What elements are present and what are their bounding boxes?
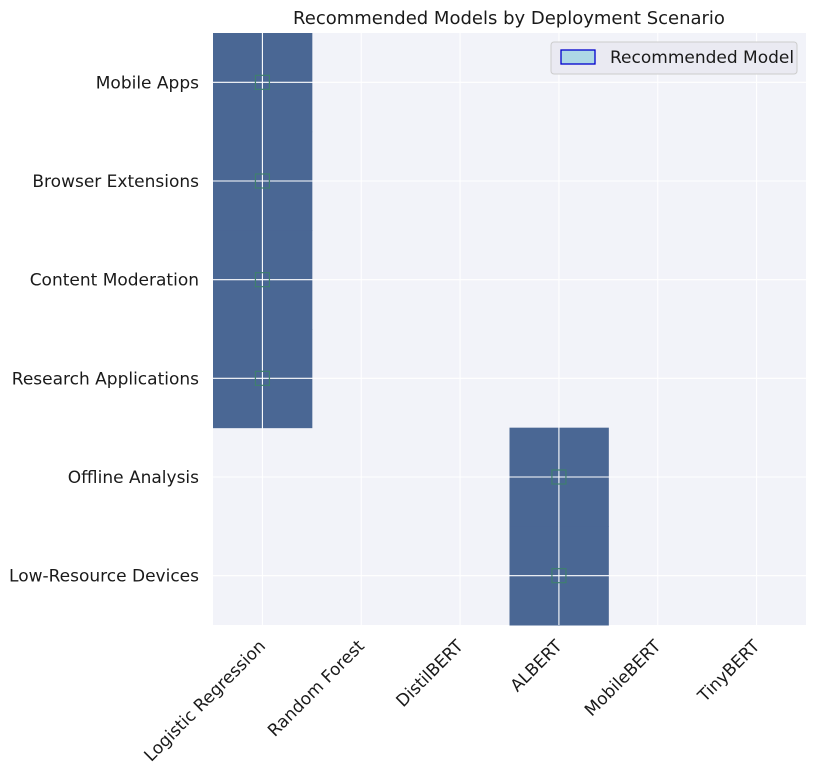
x-tick-label: ALBERT	[507, 636, 567, 696]
recommendation-marker	[254, 370, 271, 386]
x-tick-label: Random Forest	[264, 636, 369, 741]
recommendation-marker	[254, 272, 271, 288]
legend-frame	[550, 41, 798, 75]
x-tick-label: DistilBERT	[393, 636, 468, 711]
recommendation-marker	[254, 74, 271, 90]
recommendation-marker	[551, 469, 567, 485]
recommendation-markers	[254, 74, 567, 584]
x-tick-label: Logistic Regression	[140, 636, 269, 765]
recommendation-marker	[254, 173, 271, 189]
chart-title: Recommended Models by Deployment Scenari…	[293, 8, 725, 29]
y-tick-label: Research Applications	[12, 369, 199, 389]
y-tick-label: Browser Extensions	[32, 172, 199, 192]
y-tick-label: Offline Analysis	[68, 468, 199, 488]
legend: Recommended Model	[550, 41, 798, 75]
y-tick-labels: Mobile Apps Browser Extensions Content Mod…	[9, 73, 199, 586]
grid-lines	[213, 33, 806, 625]
y-tick-label: Low-Resource Devices	[9, 567, 199, 587]
x-tick-label: MobileBERT	[581, 636, 666, 721]
x-tick-label: TinyBERT	[694, 636, 765, 707]
y-tick-label: Mobile Apps	[96, 73, 199, 93]
recommendation-marker	[551, 568, 567, 584]
legend-label: Recommended Model	[610, 48, 794, 68]
legend-swatch	[560, 49, 596, 65]
y-tick-label: Content Moderation	[30, 271, 199, 291]
